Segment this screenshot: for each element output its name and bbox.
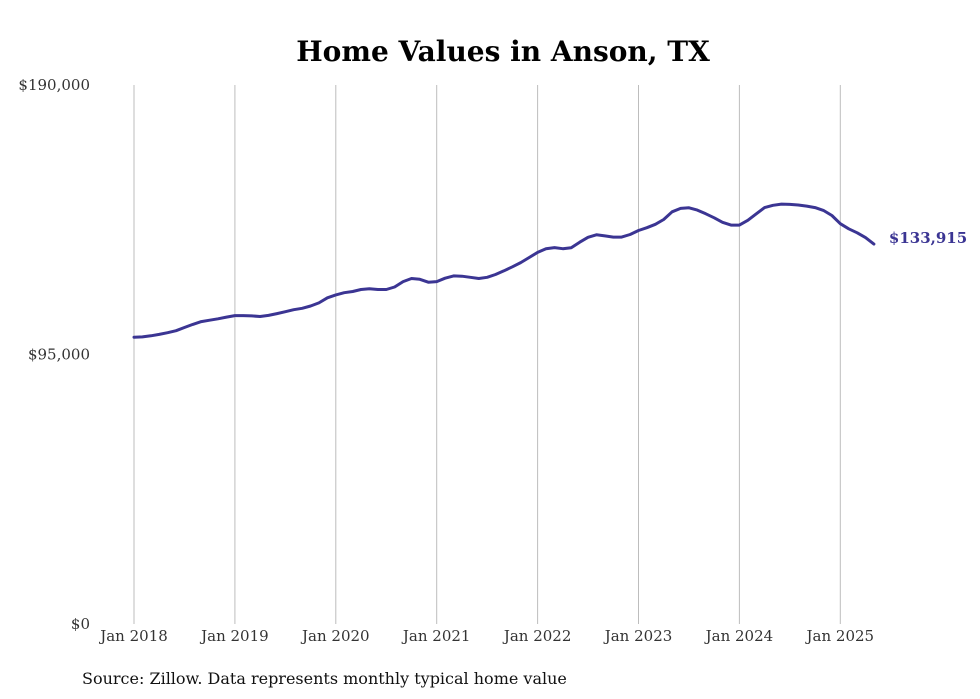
y-tick-label: $190,000: [18, 76, 90, 94]
grid-lines: [133, 85, 841, 624]
source-note: Source: Zillow. Data represents monthly …: [82, 669, 567, 688]
x-tick-label: Jan 2019: [199, 627, 269, 645]
y-tick-label: $0: [71, 615, 90, 633]
y-axis-tick-labels: $0 $95,000 $190,000: [18, 76, 90, 633]
series-layer: $133,915: [132, 202, 967, 339]
series-line: [132, 202, 876, 339]
x-tick-label: Jan 2022: [502, 627, 572, 645]
x-axis-tick-labels: Jan 2018 Jan 2019 Jan 2020 Jan 2021 Jan 2022…: [98, 627, 874, 645]
x-tick-label: Jan 2021: [401, 627, 471, 645]
x-tick-label: Jan 2018: [98, 627, 168, 645]
y-tick-label: $95,000: [28, 346, 90, 364]
end-value-label: $133,915: [889, 229, 967, 247]
x-tick-label: Jan 2023: [603, 627, 673, 645]
x-tick-label: Jan 2024: [704, 627, 774, 645]
x-tick-label: Jan 2025: [805, 627, 875, 645]
chart-title: Home Values in Anson, TX: [296, 35, 710, 68]
x-tick-label: Jan 2020: [300, 627, 370, 645]
